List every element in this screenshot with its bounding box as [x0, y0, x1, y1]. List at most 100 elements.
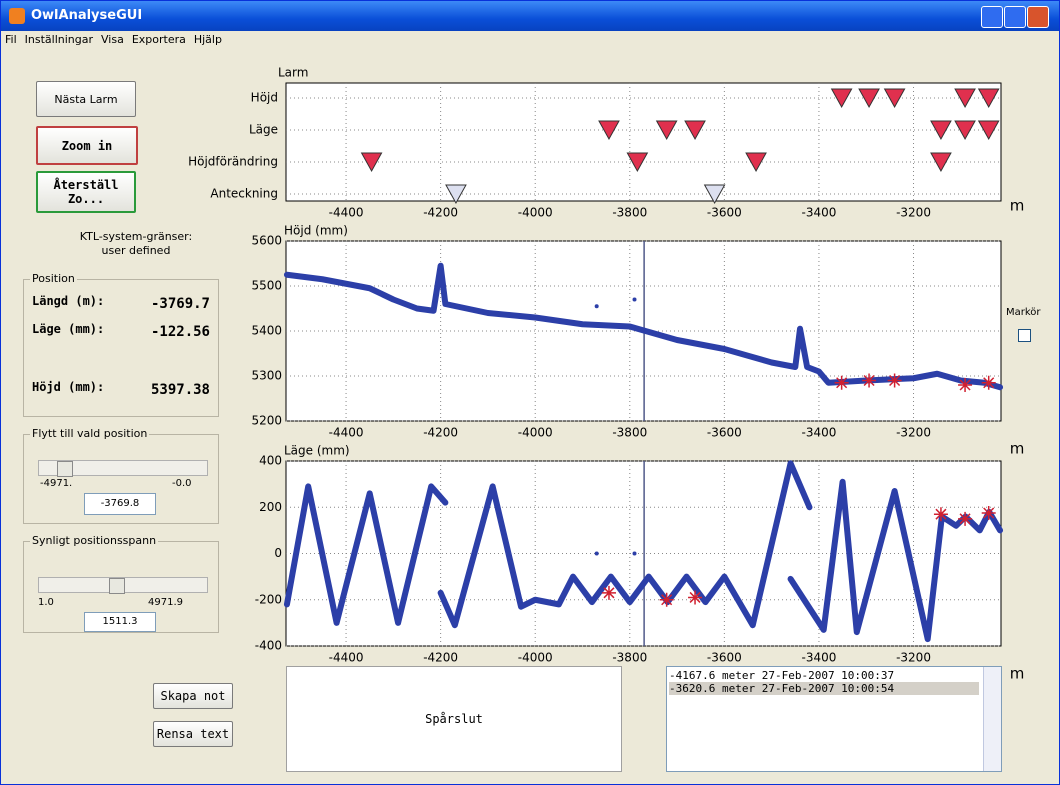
y-axis-label: Höjd (mm)	[284, 224, 348, 238]
slider-max: -0.0	[172, 478, 192, 489]
move-group: Flytt till vald position -4971. -0.0 -37…	[23, 427, 219, 524]
x-tick-label: -3800	[612, 426, 647, 440]
group-title: Synligt positionsspann	[30, 534, 159, 547]
x-tick-label: -3200	[896, 206, 931, 220]
menu-item[interactable]: Visa	[101, 33, 124, 46]
limits-label: KTL-system-gränser:	[79, 230, 193, 243]
alarm-point	[933, 507, 948, 522]
create-note-button[interactable]: Skapa not	[153, 683, 233, 709]
data-dot	[632, 551, 637, 556]
y-tick-label: -400	[255, 639, 282, 653]
menu-item[interactable]: Exportera	[131, 33, 186, 46]
close-button[interactable]	[1027, 6, 1049, 28]
x-tick-label: -4000	[518, 206, 553, 220]
y-tick-label: 0	[274, 546, 282, 560]
category-label: Höjdförändring	[188, 155, 278, 169]
menu-item[interactable]: Inställningar	[24, 33, 93, 46]
slider-min: 1.0	[38, 597, 54, 608]
data-dot	[594, 304, 599, 309]
data-line	[283, 262, 1004, 391]
x-tick-label: -4400	[329, 206, 364, 220]
alarm-point	[981, 506, 996, 521]
x-axis-label: m	[1010, 665, 1025, 683]
alarm-marker	[954, 120, 976, 141]
alarm-point	[601, 585, 616, 600]
alarm-point	[981, 375, 996, 390]
log-item[interactable]: -4167.6 meter 27-Feb-2007 10:00:37	[669, 669, 895, 682]
zoom-in-button[interactable]: Zoom in	[36, 126, 138, 165]
x-tick-label: -3600	[707, 651, 742, 665]
row-value: 5397.38	[150, 382, 210, 398]
span-slider[interactable]	[38, 577, 208, 594]
log-item[interactable]: -3620.6 meter 27-Feb-2007 10:00:54	[669, 682, 979, 695]
title-bar: OwlAnalyseGUI	[1, 1, 1059, 31]
x-tick-label: -3400	[802, 206, 837, 220]
clear-text-button[interactable]: Rensa text	[153, 721, 233, 747]
slider-thumb[interactable]	[109, 578, 125, 594]
alarm-marker	[977, 88, 1000, 109]
maximize-button[interactable]	[1004, 6, 1026, 28]
y-tick-label: -200	[255, 592, 282, 606]
group-title: Flytt till vald position	[30, 427, 150, 440]
slider-thumb[interactable]	[57, 461, 73, 477]
position-group: Position Längd (m): -3769.7 Läge (mm): -…	[23, 272, 219, 417]
alarm-marker	[954, 88, 976, 109]
group-title: Position	[30, 272, 77, 285]
category-label: Höjd	[251, 91, 278, 105]
scrollbar[interactable]	[983, 667, 1001, 771]
alarm-point	[887, 373, 902, 388]
row-value: -3769.7	[150, 296, 210, 312]
alarm-point	[958, 511, 973, 526]
y-tick-label: 5300	[251, 369, 282, 383]
move-field[interactable]: -3769.8	[84, 493, 156, 515]
log-list: -4167.6 meter 27-Feb-2007 10:00:37 -3620…	[666, 666, 1002, 772]
alarm-marker	[858, 88, 880, 109]
alarm-marker	[745, 152, 767, 173]
x-tick-label: -4000	[518, 426, 553, 440]
y-axis-label: Läge (mm)	[284, 444, 350, 458]
alarm-point	[659, 592, 674, 607]
slider-min: -4971.	[40, 478, 73, 489]
span-group: Synligt positionsspann 1.0 4971.9 1511.3	[23, 534, 219, 633]
y-tick-label: 5400	[251, 324, 282, 338]
x-tick-label: -3400	[802, 651, 837, 665]
alarm-point	[958, 378, 973, 392]
y-tick-label: 5500	[251, 279, 282, 293]
alarm-point	[834, 375, 849, 390]
next-alarm-button[interactable]: Nästa Larm	[36, 81, 136, 117]
x-tick-label: -3200	[896, 651, 931, 665]
x-tick-label: -3800	[612, 206, 647, 220]
alarm-point	[688, 590, 703, 605]
reset-zoom-button[interactable]: Återställ Zo...	[36, 171, 136, 213]
x-axis-label: m	[1010, 440, 1025, 458]
x-tick-label: -4400	[329, 426, 364, 440]
y-tick-label: 5200	[251, 414, 282, 428]
menu-item[interactable]: Hjälp	[193, 33, 222, 46]
category-label: Anteckning	[210, 187, 278, 201]
menu-bar: Fil Inställningar Visa Exportera Hjälp	[1, 31, 1059, 48]
alarm-marker	[830, 88, 853, 109]
x-tick-label: -3600	[707, 206, 742, 220]
alarm-marker	[883, 88, 906, 109]
x-tick-label: -4400	[329, 651, 364, 665]
alarm-marker	[626, 152, 649, 173]
span-field[interactable]: 1511.3	[84, 612, 156, 632]
move-slider[interactable]	[38, 460, 208, 477]
menu-item[interactable]: Fil	[5, 33, 17, 46]
slider-max: 4971.9	[148, 597, 183, 608]
marker-checkbox[interactable]	[1018, 329, 1031, 342]
row-label: Längd (m):	[32, 294, 105, 308]
alarm-marker	[930, 120, 952, 141]
alarm-marker	[445, 184, 467, 205]
note-text[interactable]: Spårslut	[286, 666, 622, 772]
chart-title: Larm	[278, 66, 308, 80]
minimize-button[interactable]	[981, 6, 1003, 28]
alarm-marker	[655, 120, 678, 141]
row-label: Höjd (mm):	[32, 380, 105, 394]
data-dot	[632, 297, 637, 302]
x-tick-label: -3800	[612, 651, 647, 665]
alarm-marker	[930, 152, 952, 173]
x-tick-label: -4200	[423, 206, 458, 220]
